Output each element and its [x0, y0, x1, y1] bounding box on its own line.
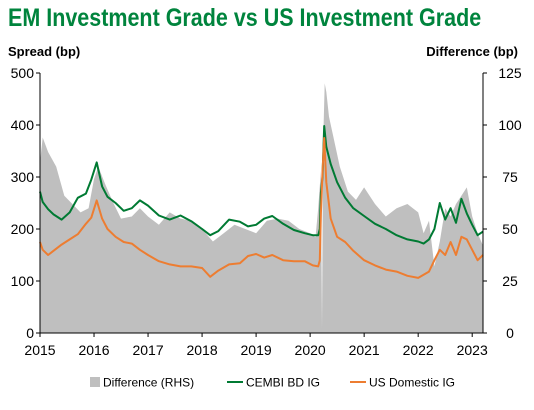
- right-tick-label: 75: [502, 169, 518, 185]
- x-tick-label: 2020: [295, 342, 326, 358]
- x-tick-label: 2021: [349, 342, 380, 358]
- legend: Difference (RHS) CEMBI BD IG US Domestic I…: [90, 376, 455, 390]
- cembi-bd-ig-series: [39, 125, 484, 245]
- axes-layer: [36, 72, 487, 337]
- legend-label-us-domestic-ig: US Domestic IG: [369, 376, 455, 390]
- right-axis-label: Difference (bp): [426, 44, 518, 59]
- us-domestic-ig-series: [39, 137, 484, 279]
- left-tick-label: 300: [11, 169, 35, 185]
- x-tick-label: 2016: [78, 342, 109, 358]
- right-tick-label: 0: [506, 325, 514, 341]
- x-tick-label: 2019: [241, 342, 272, 358]
- x-tick-label: 2015: [24, 342, 55, 358]
- left-tick-label: 200: [11, 221, 35, 237]
- difference-area-layer: [40, 83, 483, 334]
- x-tick-label: 2022: [403, 342, 434, 358]
- right-tick-label: 125: [498, 65, 522, 81]
- x-tick-label: 2023: [457, 342, 488, 358]
- left-tick-label: 400: [11, 117, 35, 133]
- difference-rhs-series: [40, 83, 483, 334]
- x-tick-label: 2018: [186, 342, 217, 358]
- left-tick-label: 100: [11, 273, 35, 289]
- tick-labels-layer: 0 100 200 300 400 500 0 25 50 75 100 125 2015 2016 201…: [11, 65, 522, 358]
- legend-swatch-difference-rhs: [90, 377, 100, 387]
- left-tick-label: 500: [11, 65, 35, 81]
- right-tick-label: 100: [498, 117, 522, 133]
- x-tick-label: 2017: [132, 342, 163, 358]
- chart-title: EM Investment Grade vs US Investment Gra…: [8, 4, 482, 32]
- right-tick-label: 25: [502, 273, 518, 289]
- left-axis-label: Spread (bp): [8, 44, 80, 59]
- legend-label-difference-rhs: Difference (RHS): [103, 376, 194, 390]
- legend-label-cembi-bd-ig: CEMBI BD IG: [246, 376, 320, 390]
- left-tick-label: 0: [26, 325, 34, 341]
- right-tick-label: 50: [502, 221, 518, 237]
- spread-lines-layer: [39, 125, 484, 279]
